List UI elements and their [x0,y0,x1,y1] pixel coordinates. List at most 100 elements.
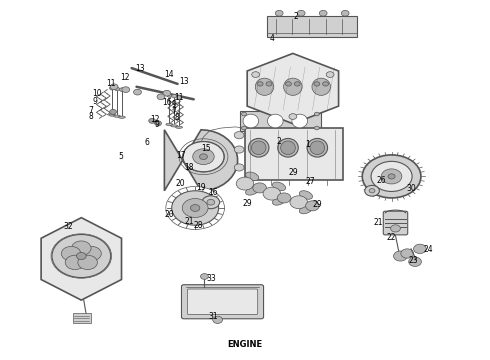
Circle shape [149,118,156,123]
Text: 13: 13 [135,64,145,73]
Text: 33: 33 [206,274,216,283]
FancyBboxPatch shape [181,285,264,319]
Circle shape [369,189,375,193]
Ellipse shape [255,78,274,95]
Ellipse shape [292,114,308,128]
Circle shape [82,246,101,261]
Circle shape [110,84,118,90]
Circle shape [381,169,402,184]
Circle shape [326,72,334,77]
Text: 8: 8 [174,113,179,122]
Text: 9: 9 [92,97,97,106]
FancyBboxPatch shape [73,314,91,323]
Circle shape [253,183,267,193]
Text: 13: 13 [179,77,189,86]
Circle shape [242,112,246,116]
Circle shape [167,94,172,97]
Text: 17: 17 [177,151,186,160]
Circle shape [134,89,142,95]
Text: 29: 29 [243,199,252,208]
Circle shape [362,155,421,198]
Circle shape [252,72,260,77]
Text: 11: 11 [174,93,184,102]
Text: 26: 26 [376,176,386,185]
Ellipse shape [268,114,283,128]
Circle shape [289,114,297,120]
Circle shape [65,255,85,270]
Circle shape [193,149,214,165]
Circle shape [52,234,111,278]
Text: 1: 1 [305,140,310,149]
Circle shape [286,82,292,86]
Circle shape [213,316,222,323]
Text: 20: 20 [165,210,174,219]
Ellipse shape [243,114,259,128]
Text: 20: 20 [176,179,185,188]
Ellipse shape [171,125,177,127]
Circle shape [341,10,349,16]
Circle shape [290,196,308,209]
Text: 7: 7 [89,105,94,114]
Ellipse shape [310,141,325,154]
Circle shape [182,198,208,217]
FancyBboxPatch shape [187,289,258,315]
Text: 23: 23 [409,256,418,265]
Circle shape [157,94,165,100]
Text: ENGINE: ENGINE [227,340,263,349]
FancyBboxPatch shape [267,16,357,37]
Circle shape [323,82,329,86]
Text: 2: 2 [277,137,282,146]
Circle shape [176,96,181,99]
Circle shape [78,255,98,270]
Ellipse shape [272,197,286,205]
Polygon shape [41,218,122,300]
Circle shape [315,112,319,116]
Text: 2: 2 [294,12,299,21]
Text: 32: 32 [63,222,73,231]
Ellipse shape [272,182,286,191]
Circle shape [234,164,244,171]
Text: 11: 11 [106,79,115,88]
Circle shape [110,86,115,90]
Ellipse shape [307,139,328,157]
Text: 9: 9 [155,120,159,129]
Ellipse shape [299,205,313,214]
Ellipse shape [281,141,295,154]
Text: 16: 16 [208,188,218,197]
Text: 6: 6 [145,138,150,147]
Circle shape [401,249,414,258]
Circle shape [191,204,200,211]
Text: 4: 4 [270,34,274,43]
Circle shape [414,244,426,253]
Text: 8: 8 [89,112,94,121]
Circle shape [297,10,305,16]
Circle shape [234,132,244,139]
Text: 15: 15 [201,144,211,153]
Circle shape [172,94,176,98]
Ellipse shape [114,115,121,117]
Ellipse shape [109,114,116,116]
Circle shape [163,90,171,96]
Text: 16: 16 [162,98,171,107]
Text: 30: 30 [406,184,416,193]
Circle shape [266,82,272,86]
FancyBboxPatch shape [240,111,321,131]
Circle shape [115,87,120,91]
Circle shape [371,161,412,192]
Ellipse shape [245,172,259,181]
Circle shape [110,109,117,114]
Circle shape [200,274,208,279]
Circle shape [236,177,254,190]
Circle shape [166,186,224,229]
Circle shape [61,246,81,261]
Ellipse shape [284,78,302,95]
Ellipse shape [166,123,172,126]
Circle shape [306,201,319,211]
Circle shape [409,257,421,266]
Text: 19: 19 [196,183,206,192]
Circle shape [202,196,220,209]
Circle shape [76,252,86,260]
Polygon shape [164,130,238,191]
Text: 29: 29 [313,200,322,209]
Ellipse shape [278,139,298,157]
